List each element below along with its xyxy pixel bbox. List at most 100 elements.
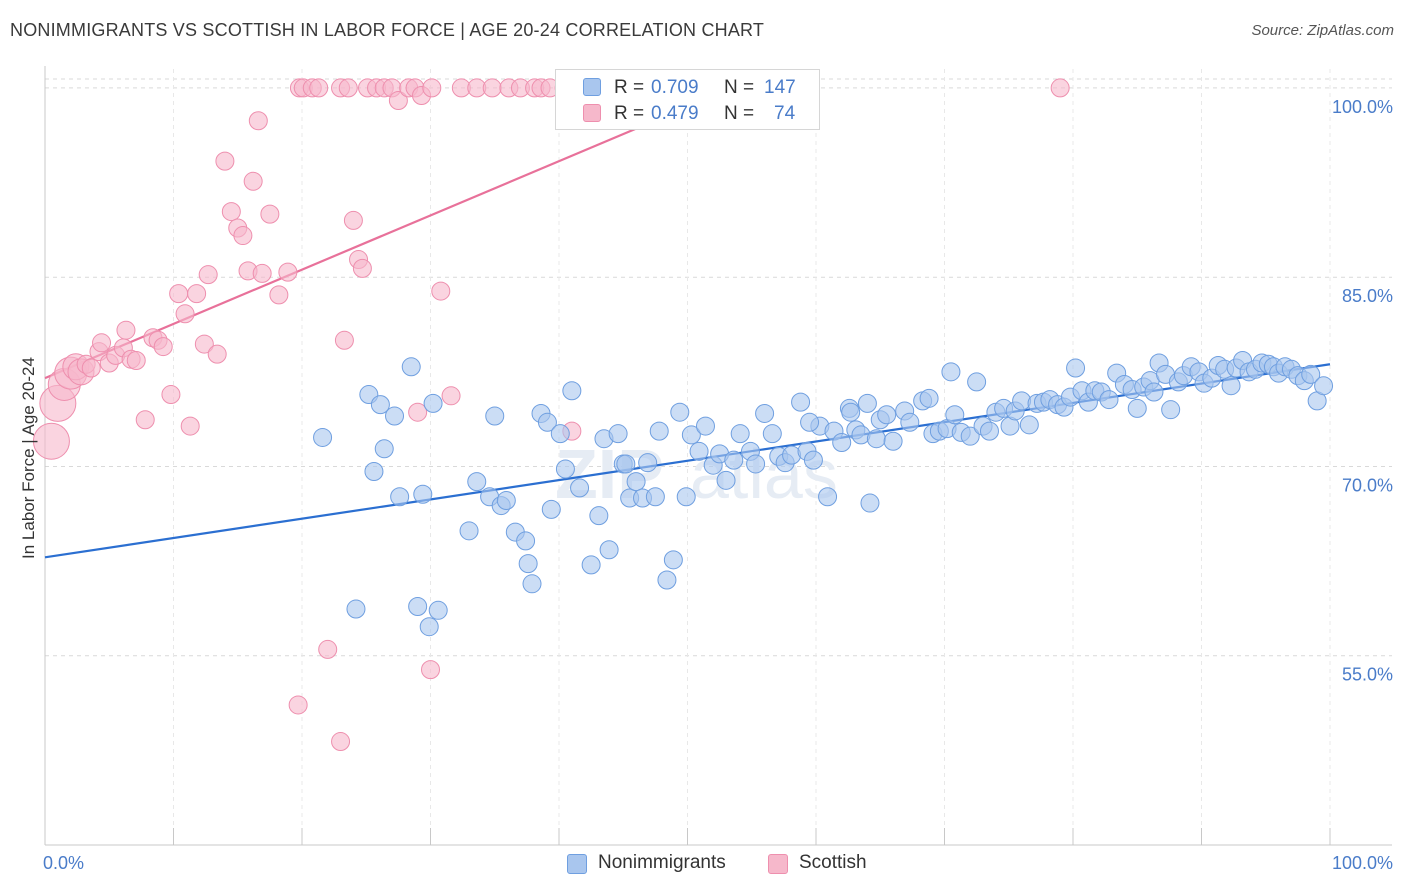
scottish-point (221, 202, 241, 222)
scottish-point (135, 410, 155, 430)
scottish-point (126, 350, 146, 370)
scottish-point (180, 416, 200, 436)
scottish-point (288, 695, 308, 715)
nonimmigrants-point (730, 424, 750, 444)
legend-n-value: 74 (774, 103, 796, 124)
scottish-point (92, 333, 112, 353)
nonimmigrants-point (541, 499, 561, 519)
correlation-legend: R = 0.709 N = 147 R = 0.479 N = 74 (555, 69, 820, 130)
nonimmigrants-point (860, 493, 880, 513)
nonimmigrants-point (1144, 382, 1164, 402)
y-tick-label: 100.0% (1332, 97, 1393, 117)
nonimmigrants-point (516, 531, 536, 551)
scottish-point (343, 210, 363, 230)
zipatlas-watermark: ZIP atlas (555, 435, 838, 513)
legend-r-value: 0.709 (651, 77, 699, 98)
scottish-point (408, 402, 428, 422)
scottish-point (215, 151, 235, 171)
legend-n-label: N = (724, 77, 755, 98)
scottish-point (269, 285, 289, 305)
scottish-point (441, 386, 461, 406)
scottish-point (1050, 78, 1070, 98)
nonimmigrants-point (608, 424, 628, 444)
nonimmigrants-point (883, 431, 903, 451)
scottish-point (334, 330, 354, 350)
nonimmigrants-point (803, 450, 823, 470)
nonimmigrants-point (346, 599, 366, 619)
nonimmigrants-point (1161, 400, 1181, 420)
nonimmigrants-point (550, 424, 570, 444)
nonimmigrants-point (670, 402, 690, 422)
scottish-point (318, 639, 338, 659)
scottish-point (153, 337, 173, 357)
nonimmigrants-point (841, 402, 861, 422)
scottish-point (116, 320, 136, 340)
nonimmigrants-point (555, 459, 575, 479)
nonimmigrants-point (364, 462, 384, 482)
bottom-legend-swatch-blue (567, 854, 587, 874)
nonimmigrants-point (581, 555, 601, 575)
scottish-point (431, 281, 451, 301)
nonimmigrants-point (562, 381, 582, 401)
x-tick-label: 0.0% (43, 853, 84, 873)
legend-n-value: 147 (764, 77, 796, 98)
nonimmigrants-point (570, 478, 590, 498)
scottish-point (482, 78, 502, 98)
scottish-point (161, 385, 181, 405)
nonimmigrants-point (800, 412, 820, 432)
nonimmigrants-point (1019, 415, 1039, 435)
scottish-point (169, 284, 189, 304)
nonimmigrants-point (1099, 390, 1119, 410)
nonimmigrants-point (945, 405, 965, 425)
scottish-point (338, 78, 358, 98)
scottish-point (32, 422, 70, 460)
nonimmigrants-point (370, 395, 390, 415)
bottom-legend-label: Nonimmigrants (598, 852, 726, 873)
nonimmigrants-point (857, 393, 877, 413)
nonimmigrants-point (877, 405, 897, 425)
nonimmigrants-point (649, 421, 669, 441)
scottish-point (260, 204, 280, 224)
nonimmigrants-point (657, 570, 677, 590)
chart-title: NONIMMIGRANTS VS SCOTTISH IN LABOR FORCE… (10, 20, 765, 40)
scottish-trend-line (44, 86, 733, 380)
legend-r-label: R = (614, 103, 645, 124)
scottish-point (352, 258, 372, 278)
scottish-point (207, 344, 227, 364)
nonimmigrants-point (919, 388, 939, 408)
scottish-point (331, 732, 351, 752)
nonimmigrants-point (485, 406, 505, 426)
legend-swatch-blue (583, 78, 601, 96)
scottish-point (252, 263, 272, 283)
chart-source: Source: ZipAtlas.com (1251, 22, 1394, 39)
legend-n-label: N = (724, 103, 755, 124)
bottom-legend-label: Scottish (799, 852, 867, 873)
nonimmigrants-point (967, 372, 987, 392)
nonimmigrants-point (755, 403, 775, 423)
nonimmigrants-point (746, 454, 766, 474)
scottish-point (187, 284, 207, 304)
legend-row-nonimmigrants: R = 0.709 N = 147 (556, 75, 819, 101)
nonimmigrants-point (791, 392, 811, 412)
nonimmigrants-point (1221, 376, 1241, 396)
nonimmigrants-points (313, 350, 1334, 637)
legend-row-scottish: R = 0.479 N = 74 (556, 101, 819, 127)
nonimmigrants-point (626, 472, 646, 492)
nonimmigrants-point (1066, 358, 1086, 378)
scottish-point (388, 91, 408, 111)
scottish-point (248, 111, 268, 131)
nonimmigrants-point (419, 617, 439, 637)
nonimmigrants-point (724, 450, 744, 470)
nonimmigrants-point (522, 574, 542, 594)
nonimmigrants-point (1127, 398, 1147, 418)
nonimmigrants-point (681, 425, 701, 445)
scottish-point (198, 265, 218, 285)
scottish-point (194, 334, 214, 354)
y-tick-label: 55.0% (1342, 665, 1393, 685)
nonimmigrants-point (537, 412, 557, 432)
nonimmigrants-point (589, 506, 609, 526)
y-tick-label: 70.0% (1342, 475, 1393, 495)
nonimmigrants-point (638, 453, 658, 473)
legend-swatch-pink (583, 104, 601, 122)
scottish-point (175, 304, 195, 324)
